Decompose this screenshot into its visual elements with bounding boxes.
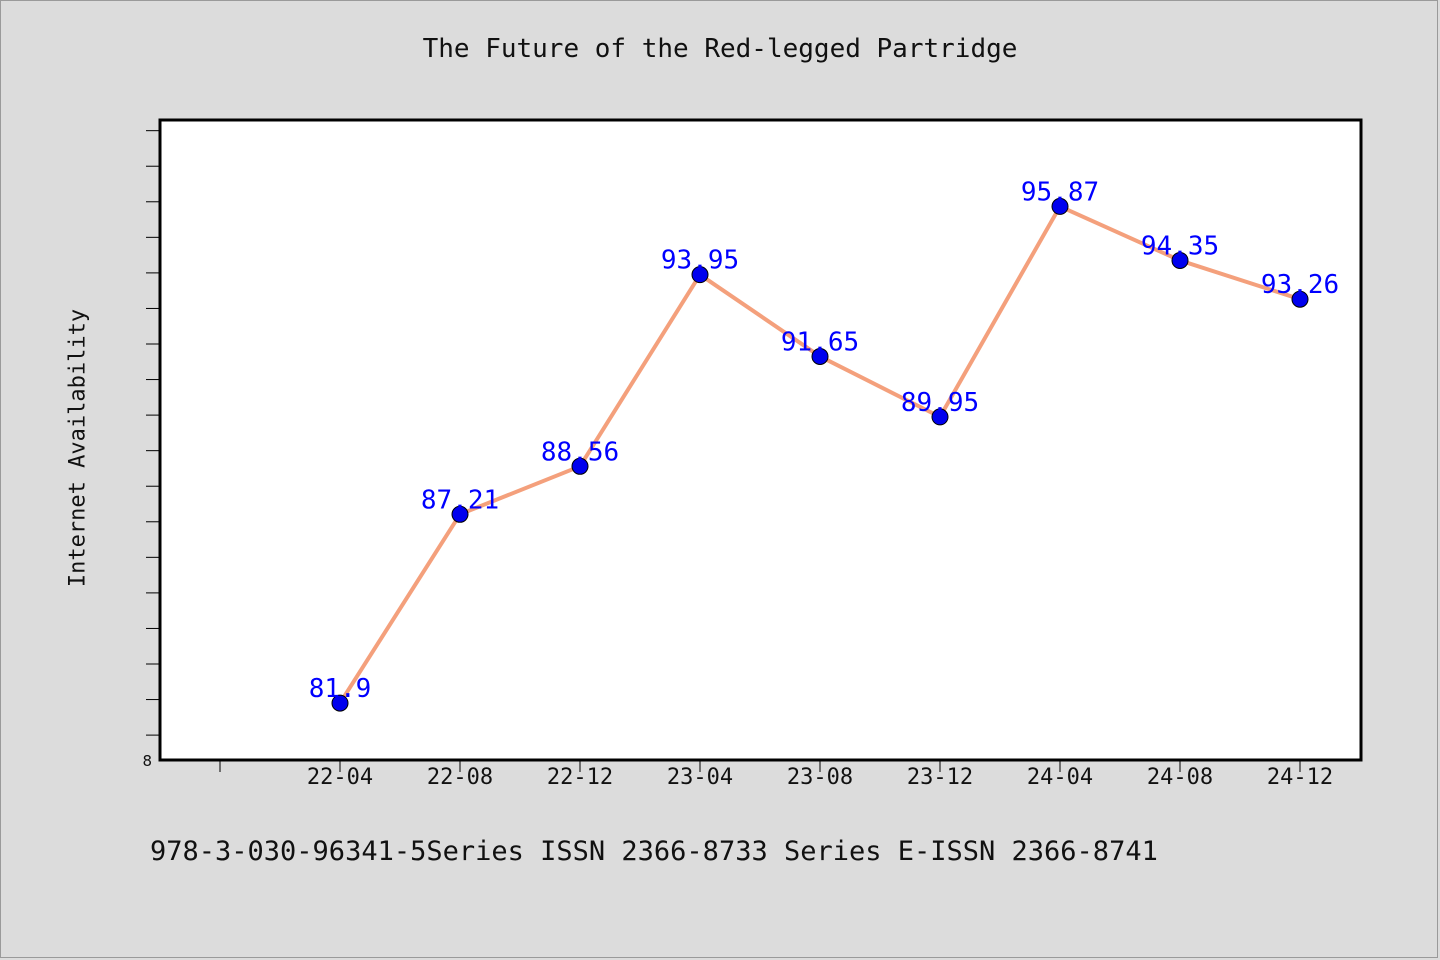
x-tick-label: 22-08 [427,765,493,790]
data-point [811,347,829,365]
x-tick-label: 24-08 [1147,765,1213,790]
x-tick-label: 23-12 [907,765,973,790]
data-point [331,694,349,712]
data-label: 94.35 [1141,231,1219,261]
x-tick-label: 22-04 [307,765,373,790]
data-label: 93.26 [1261,270,1339,300]
data-point [1171,251,1189,269]
footer-isbn-text: 978-3-030-96341-5Series ISSN 2366-8733 S… [150,836,1158,867]
series-layer [331,197,1309,712]
y-axis-ticks: 8 [142,130,160,770]
data-label: 87.21 [421,485,499,515]
data-point [691,266,709,284]
x-axis-ticks: 22-04 22-08 22-12 23-04 23-08 23-12 24-04 24-08… [219,760,1333,790]
data-label: 95.87 [1021,177,1099,207]
plot-area [158,118,1363,762]
x-tick-label: 24-04 [1027,765,1093,790]
data-label: 81.9 [309,674,372,704]
data-point [451,505,469,523]
data-label: 89.95 [901,388,979,418]
x-tick-label: 24-12 [1267,765,1333,790]
y-tick-label: 8 [142,752,152,770]
data-point [1291,290,1309,308]
data-label: 93.95 [661,246,739,276]
chart-title: The Future of the Red-legged Partridge [422,34,1018,64]
data-point [931,408,949,426]
data-point [571,457,589,475]
x-tick-label: 22-12 [547,765,613,790]
data-labels: 81.9 87.21 88.56 93.95 91.65 89.95 95.87 94.35 9… [309,177,1339,704]
data-point [1051,197,1069,215]
data-label: 91.65 [781,327,859,357]
data-label: 88.56 [541,437,619,467]
x-tick-label: 23-04 [667,765,733,790]
x-tick-label: 23-08 [787,765,853,790]
